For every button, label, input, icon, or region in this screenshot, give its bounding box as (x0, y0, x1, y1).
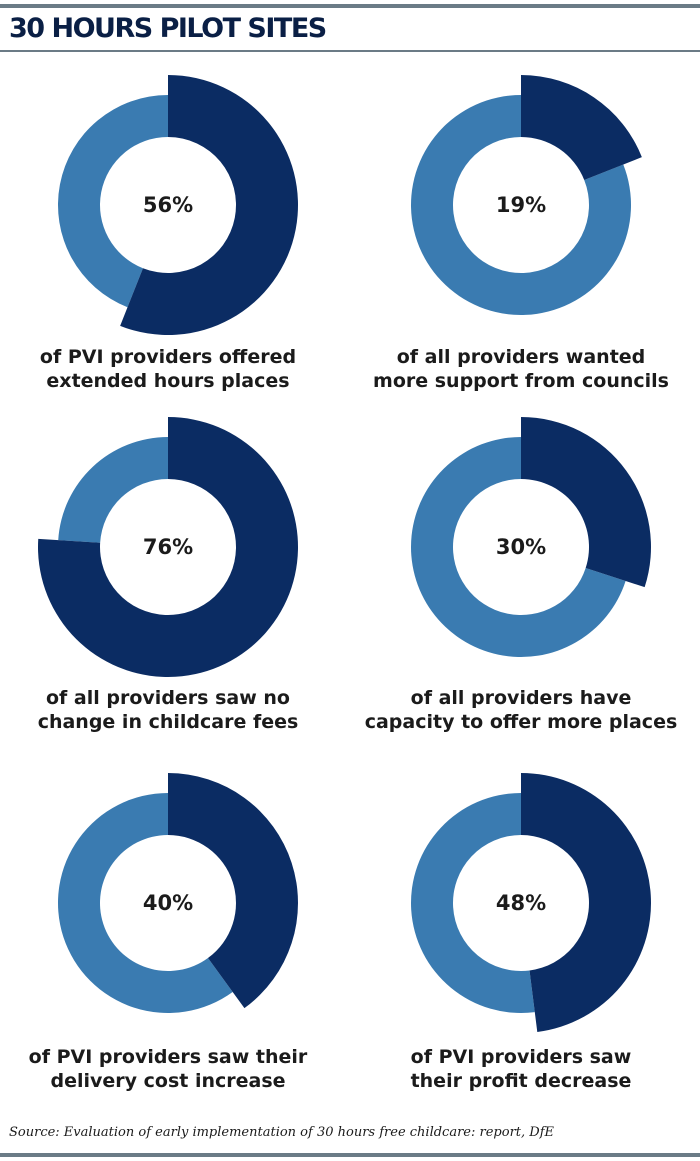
donut-value-slice (521, 773, 651, 1032)
source-note: Source: Evaluation of early implementati… (9, 1125, 554, 1140)
caption-line: capacity to offer more places (364, 711, 678, 733)
donut-remainder-slice (57, 793, 233, 1013)
donut-value-slice (120, 75, 299, 335)
caption-line: of all providers saw no (46, 687, 290, 709)
chart-title: 30 HOURS PILOT SITES (9, 13, 327, 44)
caption-line: of all providers have (410, 687, 632, 709)
top-rule (0, 4, 700, 8)
caption-line: change in childcare fees (37, 711, 299, 733)
caption-line: more support from councils (373, 370, 669, 392)
caption-line: of PVI providers saw their (28, 1046, 308, 1068)
donut-caption: of PVI providers saw their delivery cost … (0, 1045, 338, 1093)
donut-remainder-slice (411, 95, 631, 315)
donut-chart-4: 30% (411, 417, 651, 657)
donut-caption: of PVI providers offered extended hours p… (0, 345, 338, 393)
caption-line: of PVI providers saw (410, 1046, 632, 1068)
donut-chart-6: 48% (410, 773, 651, 1032)
donut-value-slice (168, 773, 298, 1009)
donut-chart-5: 40% (57, 773, 298, 1013)
caption-line: of PVI providers offered (39, 346, 297, 368)
donut-value-slice (37, 417, 298, 677)
donut-remainder-slice (58, 95, 168, 308)
percentage-label: 19% (496, 193, 546, 217)
percentage-label: 76% (143, 535, 193, 559)
percentage-label: 48% (496, 891, 546, 915)
donut-value-slice (521, 75, 642, 180)
donut-value-slice (521, 417, 651, 588)
percentage-label: 30% (496, 535, 546, 559)
donut-chart-1: 56% (58, 75, 299, 335)
donut-chart-2: 19% (411, 75, 642, 315)
caption-line: delivery cost increase (50, 1070, 286, 1092)
donut-caption: of all providers wanted more support from… (351, 345, 691, 393)
percentage-label: 56% (143, 193, 193, 217)
caption-line: of all providers wanted (396, 346, 646, 368)
donut-caption: of all providers saw no change in childca… (0, 686, 338, 734)
donut-remainder-slice (58, 437, 168, 543)
donut-chart-3: 76% (37, 417, 298, 677)
caption-line: their profit decrease (410, 1070, 632, 1092)
bottom-rule (0, 1153, 700, 1157)
title-rule (0, 50, 700, 52)
donut-caption: of PVI providers saw their profit decreas… (351, 1045, 691, 1093)
donut-remainder-slice (410, 793, 535, 1013)
donut-remainder-slice (411, 437, 626, 657)
donut-caption: of all providers have capacity to offer m… (351, 686, 691, 734)
caption-line: extended hours places (46, 370, 290, 392)
percentage-label: 40% (143, 891, 193, 915)
